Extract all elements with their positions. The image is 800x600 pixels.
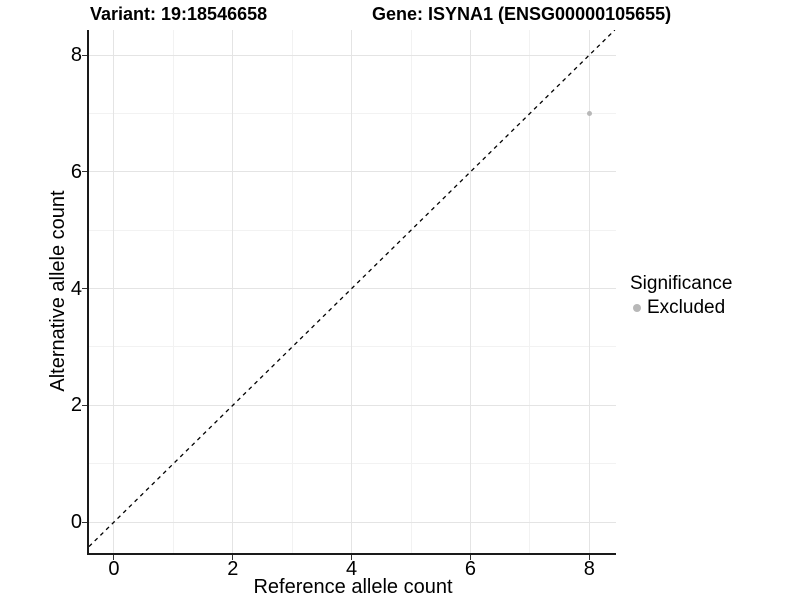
y-tick-label: 8: [70, 44, 82, 67]
legend-title: Significance: [630, 273, 733, 294]
minor-gridline-x: [172, 30, 174, 553]
variant-title: Variant: 19:18546658: [90, 4, 268, 24]
y-tick-mark: [82, 54, 87, 56]
major-gridline-x: [351, 30, 353, 553]
x-axis-title: Reference allele count: [253, 576, 453, 598]
x-tick-label: 6: [464, 558, 476, 580]
minor-gridline-x: [410, 30, 412, 553]
legend-item-excluded: Excluded: [630, 296, 732, 319]
x-tick-label: 2: [227, 558, 239, 580]
minor-gridline-y: [89, 229, 616, 231]
major-gridline-x: [469, 30, 471, 553]
plot-panel: [87, 30, 616, 555]
gene-title: Gene: ISYNA1 (ENSG00000105655): [372, 4, 672, 24]
x-tick-mark: [351, 555, 353, 560]
y-tick-label: 4: [70, 277, 82, 300]
data-point: [586, 110, 592, 116]
major-gridline-x: [232, 30, 234, 553]
x-tick-mark: [588, 555, 590, 560]
y-tick-mark: [82, 171, 87, 173]
minor-gridline-y: [89, 346, 616, 348]
x-tick-mark: [469, 555, 471, 560]
minor-gridline-x: [529, 30, 531, 553]
x-tick-label: 0: [108, 558, 120, 580]
x-tick-mark: [113, 555, 115, 560]
identity-dashed-line: [89, 30, 616, 548]
y-tick-label: 0: [70, 511, 82, 534]
y-tick-label: 2: [70, 394, 82, 417]
x-tick-mark: [232, 555, 234, 560]
y-tick-mark: [82, 288, 87, 290]
y-tick-mark: [82, 404, 87, 406]
minor-gridline-y: [89, 463, 616, 465]
major-gridline-x: [588, 30, 590, 553]
y-tick-mark: [82, 521, 87, 523]
legend: Significance Excluded: [630, 272, 732, 319]
x-tick-label: 4: [346, 558, 358, 580]
minor-gridline-y: [89, 112, 616, 114]
major-gridline-x: [113, 30, 115, 553]
minor-gridline-x: [291, 30, 293, 553]
major-gridline-y: [89, 171, 616, 173]
major-gridline-y: [89, 521, 616, 523]
x-tick-label: 8: [583, 558, 595, 580]
legend-point-icon: [633, 303, 641, 312]
legend-item-label: Excluded: [647, 297, 726, 318]
major-gridline-y: [89, 404, 616, 406]
y-tick-label: 6: [70, 160, 82, 183]
major-gridline-y: [89, 54, 616, 56]
